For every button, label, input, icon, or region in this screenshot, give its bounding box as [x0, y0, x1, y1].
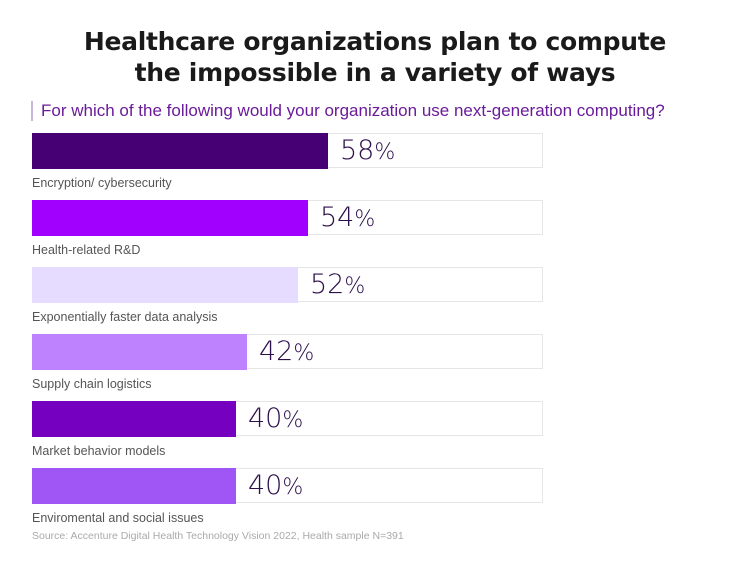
- bar: [32, 334, 247, 370]
- category-label: Encryption/ cybersecurity: [32, 176, 172, 190]
- bar-value-unit: %: [374, 140, 396, 165]
- bar: [32, 200, 308, 236]
- bar-value-label: 40%: [248, 403, 303, 437]
- chart-title-line-1: Healthcare organizations plan to compute: [83, 27, 667, 56]
- bar-value-number: 40: [248, 470, 283, 501]
- bar-value-number: 58: [340, 135, 375, 166]
- source-note: Source: Accenture Digital Health Technol…: [32, 530, 404, 542]
- category-label: Exponentially faster data analysis: [32, 310, 218, 324]
- bar-value-label: 58%: [340, 135, 395, 169]
- category-label: Supply chain logistics: [32, 377, 152, 391]
- bar: [32, 267, 298, 303]
- chart-title-line-2: the impossible in a variety of ways: [134, 58, 616, 87]
- bar-value-label: 52%: [310, 269, 365, 303]
- bar-value-number: 42: [259, 336, 294, 367]
- category-label: Market behavior models: [32, 444, 166, 458]
- bar-value-unit: %: [282, 408, 304, 433]
- bar-value-unit: %: [282, 475, 304, 500]
- bar-value-label: 54%: [320, 202, 375, 236]
- bar-value-unit: %: [293, 341, 315, 366]
- bar-value-label: 42%: [259, 336, 314, 370]
- category-label: Health-related R&D: [32, 243, 141, 257]
- bar: [32, 468, 236, 504]
- bar-value-number: 52: [310, 269, 345, 300]
- subtitle-accent-divider: [31, 101, 33, 121]
- bar-value-unit: %: [354, 207, 376, 232]
- chart-subtitle: For which of the following would your or…: [41, 101, 665, 120]
- bar-value-unit: %: [344, 274, 366, 299]
- category-label: Enviromental and social issues: [32, 511, 204, 525]
- bar-value-number: 54: [320, 202, 355, 233]
- bar-value-number: 40: [248, 403, 283, 434]
- chart-title: Healthcare organizations plan to compute…: [0, 26, 750, 88]
- bar-value-label: 40%: [248, 470, 303, 504]
- bar: [32, 401, 236, 437]
- bar: [32, 133, 328, 169]
